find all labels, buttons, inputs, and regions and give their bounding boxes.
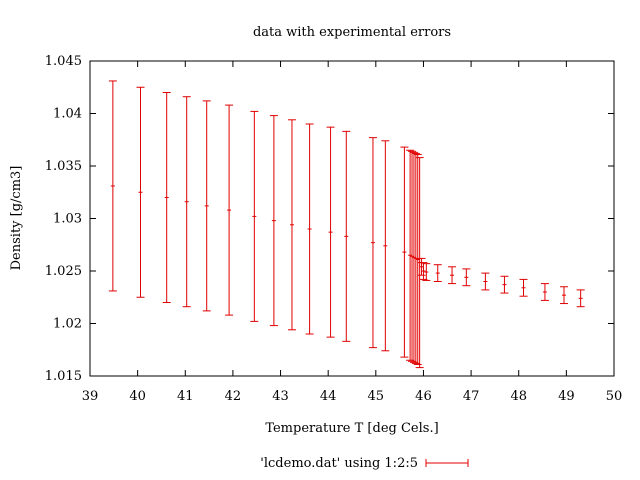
error-bar-point <box>136 86 145 298</box>
error-bar-point <box>305 123 314 335</box>
error-bar-point <box>408 150 417 362</box>
series <box>108 80 585 369</box>
error-bar-point <box>381 140 390 352</box>
error-bar-point <box>559 286 568 305</box>
x-axis: 39 40 41 42 43 44 45 46 47 48 49 50 <box>82 61 623 404</box>
x-tick-label: 45 <box>368 389 385 404</box>
error-bar-point <box>519 278 528 297</box>
y-tick-label: 1.025 <box>45 264 82 279</box>
legend-sample <box>425 459 469 467</box>
y-tick-label: 1.03 <box>53 212 82 227</box>
plot-border <box>89 60 615 377</box>
error-bar-point <box>413 153 422 365</box>
y-axis-label: Density [g/cm3] <box>9 166 24 271</box>
chart-title: data with experimental errors <box>253 25 451 40</box>
y-tick-label: 1.035 <box>45 159 82 174</box>
error-bar-point <box>500 275 509 294</box>
error-bar-point <box>400 146 409 358</box>
y-tick-label: 1.045 <box>45 54 82 69</box>
x-tick-label: 40 <box>129 389 146 404</box>
error-bar-point <box>162 92 171 303</box>
error-bar-point <box>540 283 549 301</box>
x-axis-label: Temperature T [deg Cels.] <box>265 421 438 436</box>
error-bar-point <box>422 263 431 281</box>
error-bar-point <box>269 115 278 327</box>
error-bar-point <box>202 100 211 312</box>
y-tick-label: 1.015 <box>45 369 82 384</box>
x-tick-label: 49 <box>558 389 575 404</box>
error-bar-point <box>433 264 442 282</box>
error-bar-point <box>225 104 234 316</box>
error-bar-point <box>182 96 191 308</box>
x-tick-label: 44 <box>320 389 337 404</box>
x-tick-label: 46 <box>415 389 432 404</box>
x-tick-label: 41 <box>177 389 194 404</box>
error-bar-point <box>417 257 426 276</box>
error-bar-point <box>481 272 490 291</box>
legend-label: 'lcdemo.dat' using 1:2:5 <box>260 456 418 471</box>
error-bar-point <box>576 289 585 308</box>
x-tick-label: 50 <box>606 389 623 404</box>
error-bar-point <box>462 268 471 287</box>
error-bar-point <box>342 130 351 342</box>
error-bar-point <box>406 149 415 361</box>
x-tick-label: 43 <box>272 389 289 404</box>
x-tick-label: 48 <box>510 389 527 404</box>
plot-frame <box>89 60 615 377</box>
x-tick-label: 42 <box>225 389 242 404</box>
y-tick-label: 1.04 <box>53 107 82 122</box>
error-bar-point <box>326 126 335 338</box>
y-axis: 1.015 1.02 1.025 1.03 1.035 1.04 1.045 <box>45 54 614 384</box>
y-tick-label: 1.02 <box>53 317 82 332</box>
error-bar-point <box>108 80 117 292</box>
error-bar-point <box>411 152 420 364</box>
x-tick-label: 39 <box>82 389 99 404</box>
error-bar-point <box>287 119 296 331</box>
error-bar-point <box>368 137 377 349</box>
error-bar-point <box>448 266 457 285</box>
error-bar-point <box>250 110 259 322</box>
error-bar-point <box>409 151 418 363</box>
x-tick-label: 47 <box>463 389 480 404</box>
legend: 'lcdemo.dat' using 1:2:5 <box>260 456 469 471</box>
